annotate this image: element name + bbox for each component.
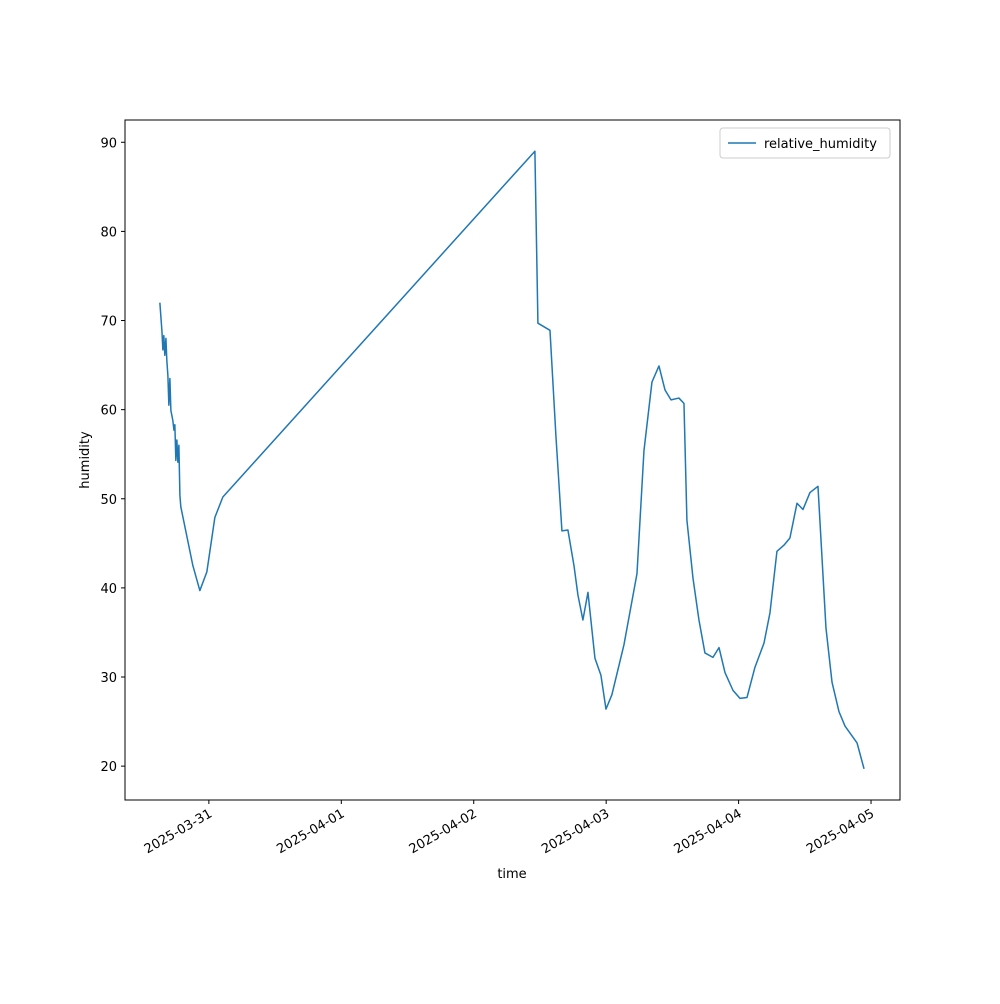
x-tick-label: 2025-04-02 xyxy=(407,806,480,857)
axes-frame xyxy=(124,119,901,801)
x-tick-label: 2025-04-04 xyxy=(672,806,745,857)
x-tick-label: 2025-04-03 xyxy=(539,806,612,857)
y-tick-label: 80 xyxy=(100,225,117,240)
y-tick-label: 50 xyxy=(100,493,117,508)
y-tick-label: 30 xyxy=(100,671,117,686)
x-tick-label: 2025-04-05 xyxy=(804,806,877,857)
y-tick-label: 70 xyxy=(100,315,117,330)
x-axis-label: time xyxy=(497,867,526,882)
y-tick-label: 90 xyxy=(100,136,117,151)
y-tick-label: 20 xyxy=(100,760,117,775)
y-axis-label: humidity xyxy=(78,431,93,489)
y-tick-label: 60 xyxy=(100,404,117,419)
y-tick-label: 40 xyxy=(100,582,117,597)
data-line xyxy=(159,150,865,770)
x-tick-label: 2025-04-01 xyxy=(274,806,347,857)
x-tick-label: 2025-03-31 xyxy=(142,806,215,857)
legend-box xyxy=(719,127,891,159)
legend-label: relative_humidity xyxy=(764,137,877,152)
